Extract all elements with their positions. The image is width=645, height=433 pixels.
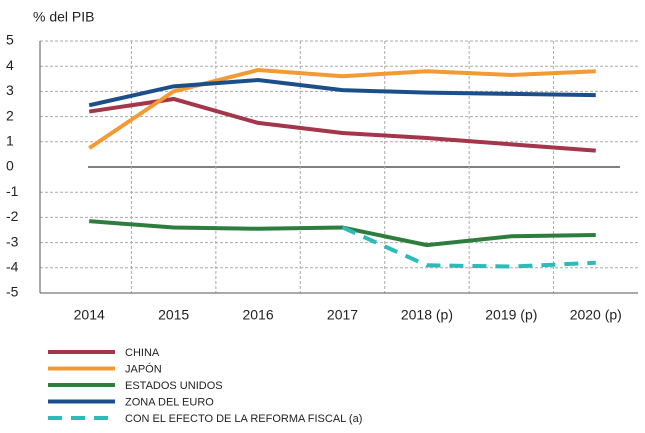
y-tick-label: 2 xyxy=(6,107,14,123)
legend-label: ZONA DEL EURO xyxy=(125,396,214,408)
x-tick-label: 2014 xyxy=(74,307,105,323)
y-tick-label: 1 xyxy=(6,133,14,149)
y-tick-label: -4 xyxy=(6,259,19,275)
y-tick-label: -3 xyxy=(6,233,19,249)
series-line xyxy=(88,67,596,150)
y-axis-label: % del PIB xyxy=(33,9,94,25)
x-tick-label: 2016 xyxy=(242,307,273,323)
x-tick-label: 2020 (p) xyxy=(570,307,622,323)
x-tick-label: 2018 (p) xyxy=(401,307,453,323)
series-line xyxy=(341,225,596,269)
series-line xyxy=(88,78,596,108)
x-tick-label: 2015 xyxy=(158,307,189,323)
y-tick-label: 4 xyxy=(6,57,14,73)
legend-label: CON EL EFECTO DE LA REFORMA FISCAL (a) xyxy=(125,413,362,425)
series-line xyxy=(88,96,596,153)
y-tick-label: 5 xyxy=(6,32,14,48)
series-line xyxy=(89,219,596,248)
legend-label: JAPÓN xyxy=(125,362,162,375)
x-tick-label: 2017 xyxy=(327,307,358,323)
legend-label: ESTADOS UNIDOS xyxy=(125,380,223,392)
legend-label: CHINA xyxy=(125,347,160,359)
y-tick-label: -2 xyxy=(6,208,19,224)
y-tick-label: -5 xyxy=(6,284,19,300)
y-tick-label: 3 xyxy=(6,82,14,98)
x-tick-label: 2019 (p) xyxy=(485,307,537,323)
y-tick-label: -1 xyxy=(6,183,19,199)
y-tick-label: 0 xyxy=(6,158,14,174)
